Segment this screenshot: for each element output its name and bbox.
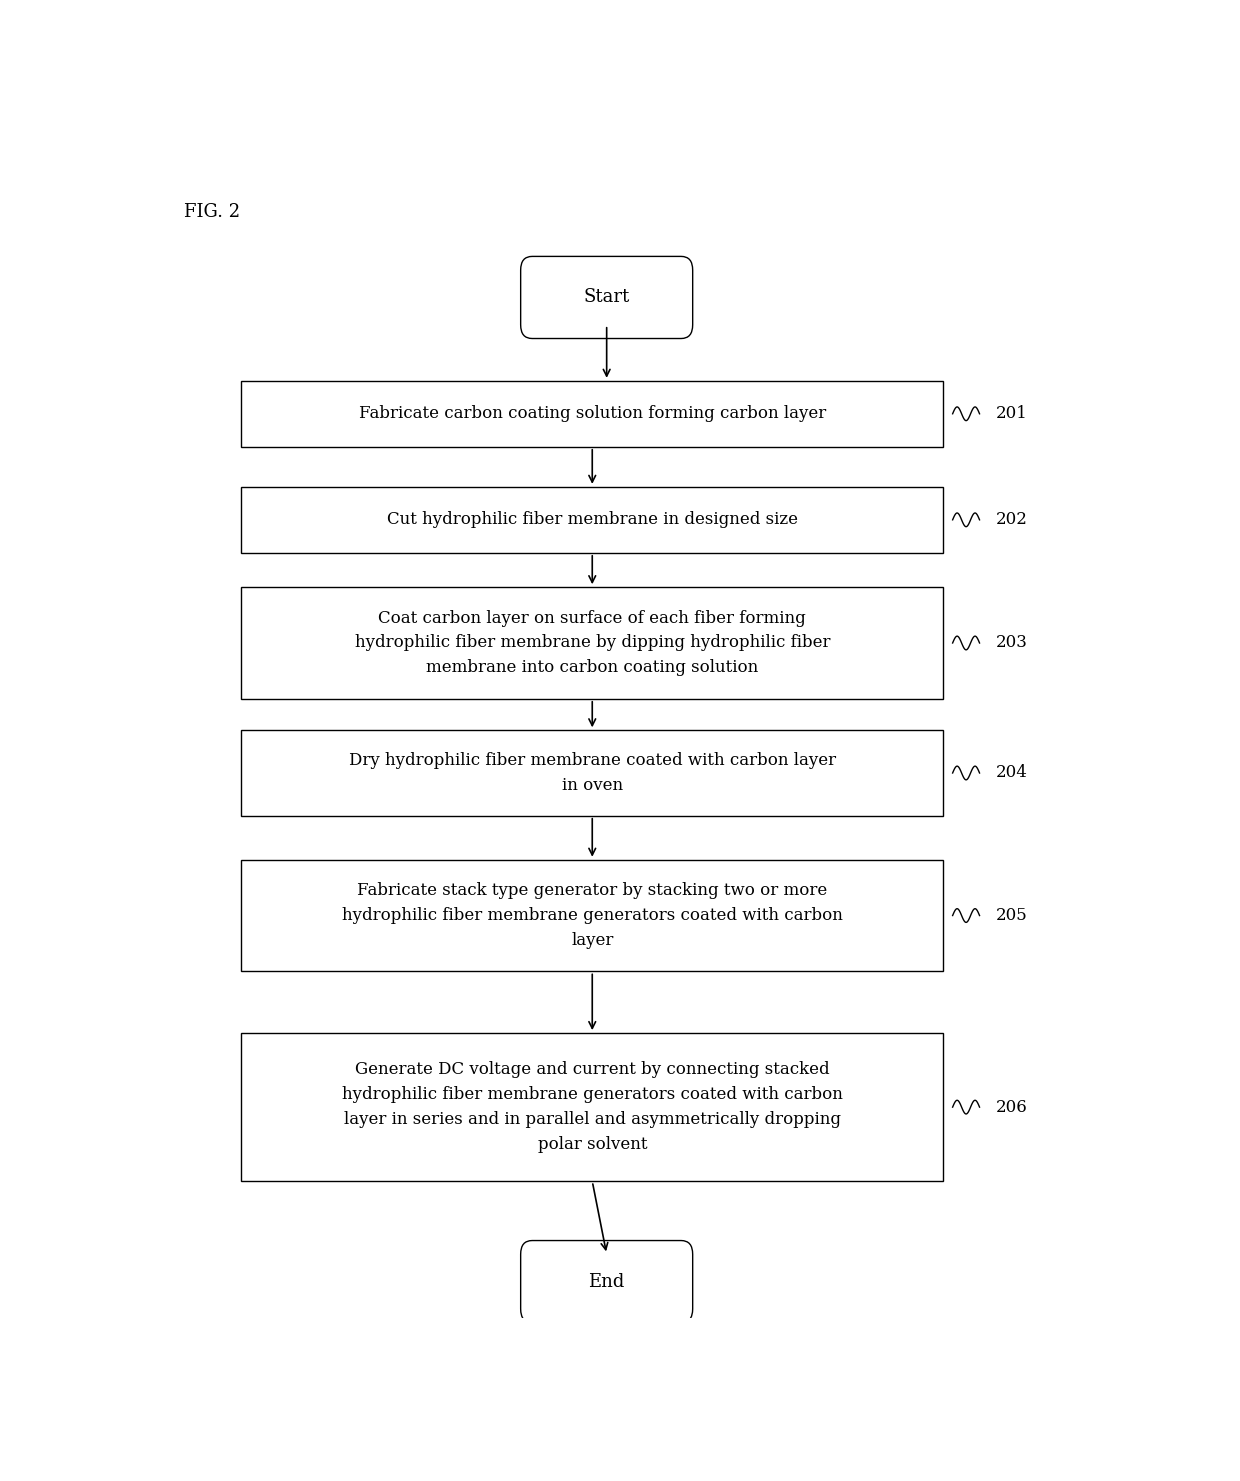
Text: 206: 206 [996, 1099, 1028, 1115]
FancyBboxPatch shape [242, 381, 944, 447]
Text: 203: 203 [996, 634, 1028, 652]
Text: 202: 202 [996, 511, 1028, 529]
Text: FIG. 2: FIG. 2 [184, 203, 241, 221]
Text: Coat carbon layer on surface of each fiber forming
hydrophilic fiber membrane by: Coat carbon layer on surface of each fib… [355, 610, 830, 677]
Text: 201: 201 [996, 406, 1028, 422]
Text: Generate DC voltage and current by connecting stacked
hydrophilic fiber membrane: Generate DC voltage and current by conne… [342, 1062, 843, 1152]
Text: Start: Start [584, 289, 630, 307]
Text: Fabricate stack type generator by stacking two or more
hydrophilic fiber membran: Fabricate stack type generator by stacki… [342, 883, 843, 949]
Text: Fabricate carbon coating solution forming carbon layer: Fabricate carbon coating solution formin… [358, 406, 826, 422]
FancyBboxPatch shape [521, 256, 693, 339]
Text: Dry hydrophilic fiber membrane coated with carbon layer
in oven: Dry hydrophilic fiber membrane coated wi… [348, 752, 836, 794]
FancyBboxPatch shape [242, 1034, 944, 1182]
FancyBboxPatch shape [242, 730, 944, 816]
Text: 205: 205 [996, 906, 1028, 924]
FancyBboxPatch shape [242, 487, 944, 552]
FancyBboxPatch shape [242, 859, 944, 972]
Text: 204: 204 [996, 764, 1028, 782]
FancyBboxPatch shape [521, 1241, 693, 1323]
FancyBboxPatch shape [242, 586, 944, 699]
Text: End: End [589, 1272, 625, 1290]
Text: Cut hydrophilic fiber membrane in designed size: Cut hydrophilic fiber membrane in design… [387, 511, 797, 529]
